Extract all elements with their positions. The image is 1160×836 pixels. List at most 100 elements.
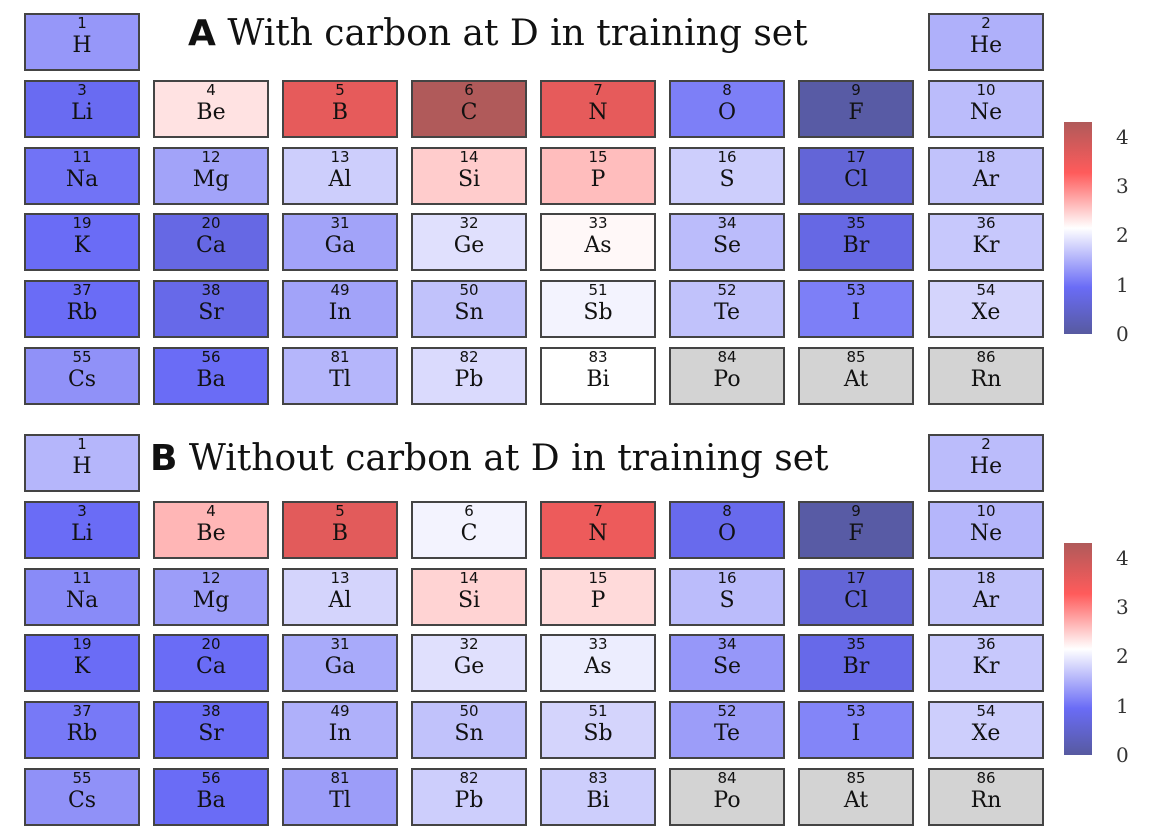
element-cell-at: 85 At xyxy=(798,347,914,405)
atomic-number: 20 xyxy=(201,214,221,232)
element-cell-br: 35 Br xyxy=(798,213,914,271)
element-symbol: Kr xyxy=(972,654,1000,679)
atomic-number: 4 xyxy=(206,81,216,99)
atomic-number: 16 xyxy=(717,148,737,166)
colorbar-tick-label: 2 xyxy=(1116,223,1129,248)
atomic-number: 49 xyxy=(330,281,350,299)
colorbar-tick-label: 1 xyxy=(1116,693,1129,718)
element-symbol: As xyxy=(584,654,612,679)
element-symbol: N xyxy=(588,521,608,546)
atomic-number: 36 xyxy=(976,214,996,232)
atomic-number: 83 xyxy=(588,348,608,366)
atomic-number: 55 xyxy=(72,769,92,787)
element-symbol: Br xyxy=(842,654,870,679)
element-symbol: F xyxy=(848,521,864,546)
element-cell-i: 53 I xyxy=(798,280,914,338)
element-cell-ne: 10 Ne xyxy=(928,80,1044,138)
atomic-number: 56 xyxy=(201,348,221,366)
panel-a-title-text: With carbon at D in training set xyxy=(227,13,808,54)
element-cell-ga: 31 Ga xyxy=(282,634,398,692)
element-symbol: F xyxy=(848,100,864,125)
element-cell-se: 34 Se xyxy=(669,634,785,692)
colorbar-tick-label: 4 xyxy=(1116,545,1129,570)
element-cell-p: 15 P xyxy=(540,147,656,205)
element-cell-cs: 55 Cs xyxy=(24,347,140,405)
element-symbol: Ca xyxy=(196,233,226,258)
atomic-number: 8 xyxy=(722,81,732,99)
element-symbol: Cl xyxy=(844,167,868,192)
atomic-number: 17 xyxy=(846,569,866,587)
atomic-number: 13 xyxy=(330,148,350,166)
atomic-number: 82 xyxy=(459,769,479,787)
element-cell-rb: 37 Rb xyxy=(24,280,140,338)
atomic-number: 36 xyxy=(976,635,996,653)
element-cell-br: 35 Br xyxy=(798,634,914,692)
element-symbol: At xyxy=(843,367,869,392)
atomic-number: 10 xyxy=(976,502,996,520)
element-symbol: Sr xyxy=(198,721,224,746)
element-cell-se: 34 Se xyxy=(669,213,785,271)
panel-a-colorbar xyxy=(1064,122,1092,334)
element-symbol: K xyxy=(73,233,91,258)
atomic-number: 9 xyxy=(851,502,861,520)
element-symbol: In xyxy=(328,721,352,746)
element-symbol: Be xyxy=(196,100,226,125)
element-cell-p: 15 P xyxy=(540,568,656,626)
element-symbol: In xyxy=(328,300,352,325)
atomic-number: 50 xyxy=(459,702,479,720)
atomic-number: 84 xyxy=(717,769,737,787)
element-symbol: Mg xyxy=(192,588,230,613)
element-symbol: Na xyxy=(65,167,99,192)
element-cell-li: 3 Li xyxy=(24,501,140,559)
element-symbol: Rb xyxy=(66,721,98,746)
atomic-number: 16 xyxy=(717,569,737,587)
element-symbol: Sn xyxy=(454,721,484,746)
element-cell-tl: 81 Tl xyxy=(282,347,398,405)
element-symbol: Te xyxy=(714,721,740,746)
atomic-number: 18 xyxy=(976,569,996,587)
element-cell-he: 2 He xyxy=(928,13,1044,71)
element-cell-ar: 18 Ar xyxy=(928,568,1044,626)
element-cell-al: 13 Al xyxy=(282,568,398,626)
atomic-number: 14 xyxy=(459,148,479,166)
atomic-number: 11 xyxy=(72,569,92,587)
atomic-number: 38 xyxy=(201,702,221,720)
atomic-number: 35 xyxy=(846,635,866,653)
element-cell-s: 16 S xyxy=(669,147,785,205)
element-symbol: He xyxy=(969,454,1003,479)
element-symbol: Rn xyxy=(970,367,1002,392)
atomic-number: 3 xyxy=(77,502,87,520)
element-cell-bi: 83 Bi xyxy=(540,347,656,405)
element-cell-at: 85 At xyxy=(798,768,914,826)
element-cell-sr: 38 Sr xyxy=(153,280,269,338)
element-cell-in: 49 In xyxy=(282,701,398,759)
atomic-number: 81 xyxy=(330,769,350,787)
element-cell-rb: 37 Rb xyxy=(24,701,140,759)
element-symbol: Si xyxy=(457,588,481,613)
element-cell-be: 4 Be xyxy=(153,501,269,559)
element-symbol: P xyxy=(590,167,606,192)
element-symbol: Kr xyxy=(972,233,1000,258)
element-cell-ba: 56 Ba xyxy=(153,347,269,405)
element-symbol: Po xyxy=(713,367,741,392)
element-cell-as: 33 As xyxy=(540,634,656,692)
atomic-number: 86 xyxy=(976,769,996,787)
element-symbol: Li xyxy=(71,100,93,125)
element-symbol: Ar xyxy=(972,588,1000,613)
element-cell-si: 14 Si xyxy=(411,147,527,205)
element-symbol: Be xyxy=(196,521,226,546)
atomic-number: 37 xyxy=(72,281,92,299)
element-symbol: Sb xyxy=(583,721,613,746)
element-symbol: H xyxy=(72,454,92,479)
element-symbol: Sn xyxy=(454,300,484,325)
atomic-number: 18 xyxy=(976,148,996,166)
atomic-number: 15 xyxy=(588,148,608,166)
atomic-number: 34 xyxy=(717,635,737,653)
element-symbol: Sr xyxy=(198,300,224,325)
atomic-number: 82 xyxy=(459,348,479,366)
element-cell-be: 4 Be xyxy=(153,80,269,138)
